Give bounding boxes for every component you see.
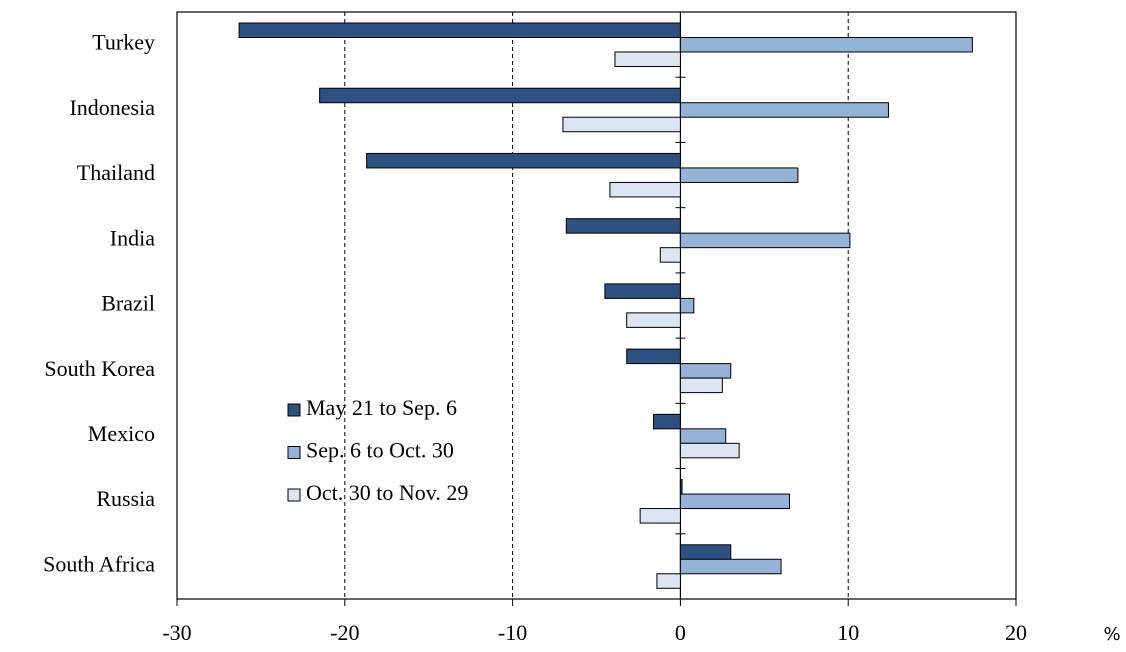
legend-swatch: [287, 488, 301, 502]
x-tick-label: 20: [1005, 620, 1027, 645]
bar: [679, 428, 727, 444]
legend-swatch: [287, 446, 301, 459]
x-tick-label: -10: [498, 620, 527, 645]
x-tick-label: -20: [330, 620, 359, 645]
y-tick-label: Thailand: [77, 160, 155, 185]
bar: [639, 508, 681, 524]
y-tick-label: Turkey: [92, 30, 155, 55]
bar: [679, 232, 851, 249]
bar: [679, 167, 799, 183]
bar: [366, 152, 681, 169]
bar: [614, 51, 681, 67]
bar: [626, 348, 681, 365]
bar: [679, 102, 889, 118]
legend-label: Oct. 30 to Nov. 29: [306, 480, 468, 505]
bar: [238, 22, 681, 38]
y-tick-label: Mexico: [88, 421, 155, 446]
x-tick-label: 10: [837, 620, 859, 645]
bar: [679, 558, 782, 575]
bar: [679, 363, 732, 379]
bar: [565, 218, 681, 234]
legend-label: May 21 to Sep. 6: [306, 395, 457, 420]
y-tick-label: Indonesia: [69, 95, 155, 120]
bar: [609, 181, 681, 198]
y-tick-label: Brazil: [101, 291, 155, 316]
bar: [319, 87, 681, 104]
bar: [679, 442, 740, 459]
y-tick-label: India: [110, 225, 155, 250]
bar: [562, 116, 681, 133]
bar: [679, 493, 790, 510]
bar: [679, 37, 973, 53]
y-tick-label: Russia: [96, 486, 155, 511]
bar: [653, 413, 681, 430]
bar: [679, 479, 683, 495]
bar: [604, 283, 681, 299]
x-axis-label: %: [1103, 624, 1120, 645]
bar: [679, 544, 732, 560]
bar: [659, 247, 681, 263]
y-tick-label: South Africa: [43, 551, 155, 576]
bar: [626, 312, 681, 328]
legend-label: Sep. 6 to Oct. 30: [306, 438, 454, 463]
plot-frame: [176, 11, 1017, 600]
bar: [656, 573, 681, 589]
x-tick-label: 0: [675, 620, 686, 645]
x-tick-label: -30: [162, 620, 191, 645]
bar: [679, 297, 695, 314]
bar: [679, 377, 723, 394]
legend-swatch: [287, 403, 301, 417]
y-tick-label: South Korea: [44, 356, 155, 381]
